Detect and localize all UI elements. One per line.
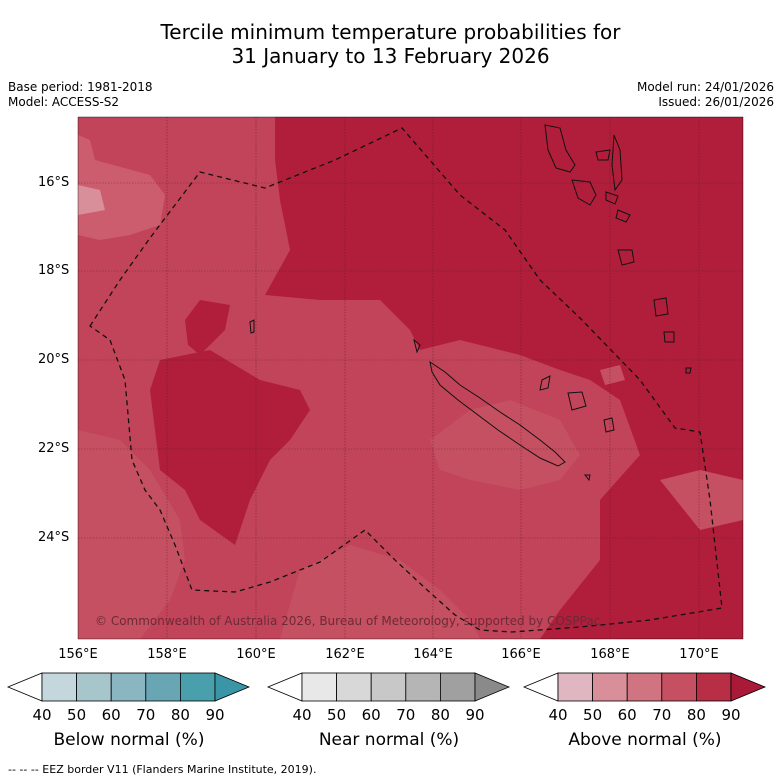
colorbar-2-tick: 40	[548, 706, 568, 724]
colorbar-1-tick: 60	[361, 706, 381, 724]
colorbar-1-tick: 90	[465, 706, 485, 724]
loyalty-island-3	[603, 417, 615, 433]
colorbar-2-segment	[696, 672, 732, 702]
tanna-coast	[663, 331, 675, 343]
lon-label-156e: 156°E	[58, 647, 98, 662]
aneityum-coast	[685, 367, 692, 374]
loyalty-island-2	[567, 391, 587, 411]
meta-left: Base period: 1981-2018 Model: ACCESS-S2	[8, 80, 153, 110]
prob-region-above-80-east	[265, 117, 743, 639]
lon-label-166e: 166°E	[501, 647, 541, 662]
prob-region-above-80-sw	[150, 350, 310, 545]
colorbar-1-segment	[336, 672, 372, 702]
colorbar-1-tick: 50	[327, 706, 347, 724]
colorbar-1-tick: 80	[430, 706, 450, 724]
vanuatu-island-d	[615, 209, 631, 223]
isle-of-pines	[583, 474, 591, 482]
lat-label-20s: 20°S	[38, 352, 70, 367]
lon-label-162e: 162°E	[325, 647, 365, 662]
eez-border	[89, 127, 723, 633]
colorbar-0-segment	[41, 672, 77, 702]
colorbar-2-tick: 90	[721, 706, 741, 724]
prob-region-above-70-far-e	[660, 470, 743, 530]
issued-date: Issued: 26/01/2026	[658, 95, 774, 109]
colorbar-2-tick: 60	[617, 706, 637, 724]
lat-label-16s: 16°S	[38, 175, 70, 190]
model-name: Model: ACCESS-S2	[8, 95, 120, 109]
map-title: Tercile minimum temperature probabilitie…	[0, 20, 781, 68]
lon-label-164e: 164°E	[413, 647, 453, 662]
colorbar-1-tick: 70	[396, 706, 416, 724]
colorbar-0-max-arrow	[214, 672, 251, 702]
prob-region-above-80-small	[185, 300, 230, 355]
model-run: Model run: 24/01/2026	[636, 80, 774, 94]
colorbar-1-min-arrow	[266, 672, 303, 702]
colorbar-0-segment	[110, 672, 147, 702]
colorbar-0-tick: 50	[67, 706, 87, 724]
new-caledonia-coast	[429, 360, 566, 467]
colorbar-1-max-arrow	[474, 672, 511, 702]
colorbar-1-tick: 40	[292, 706, 312, 724]
colorbar-2-min-arrow	[522, 672, 559, 702]
base-period: Base period: 1981-2018	[8, 80, 153, 94]
colorbar-2-segment	[661, 672, 697, 702]
colorbar-1-segment	[301, 672, 337, 702]
colorbar-2-segment	[557, 672, 593, 702]
colorbar-0-min-arrow	[6, 672, 43, 702]
lon-label-160e: 160°E	[236, 647, 276, 662]
vanuatu-island-c	[605, 191, 619, 205]
map-frame	[77, 116, 744, 640]
loyalty-island-1	[539, 375, 551, 391]
erromango-coast	[653, 297, 669, 317]
colorbar-0-segment	[76, 672, 112, 702]
map-area	[78, 117, 743, 639]
colorbar-0-tick: 60	[101, 706, 121, 724]
title-line-1: Tercile minimum temperature probabilitie…	[160, 20, 621, 44]
chesterfield-islet	[249, 319, 255, 334]
colorbar-1-segment	[370, 672, 407, 702]
lat-label-18s: 18°S	[38, 263, 70, 278]
colorbar-0-tick: 40	[32, 706, 52, 724]
lat-label-22s: 22°S	[38, 441, 70, 456]
prob-region-above-70-nw	[78, 135, 165, 240]
colorbar-0-title: Below normal (%)	[53, 730, 205, 750]
colorbar-2-max-arrow	[730, 672, 767, 702]
copyright-credit: © Commonwealth of Australia 2026, Bureau…	[95, 614, 601, 628]
malakula-coast	[571, 179, 597, 206]
prob-region-above-70-sw	[78, 430, 185, 639]
colorbar-2-tick: 70	[652, 706, 672, 724]
vanuatu-island-b	[611, 134, 623, 192]
vanuatu-island-a	[595, 149, 611, 161]
colorbar-1-segment	[439, 672, 476, 702]
colorbar-0-tick: 70	[136, 706, 156, 724]
colorbar-2-tick: 50	[583, 706, 603, 724]
colorbar-2-tick: 80	[686, 706, 706, 724]
title-line-2: 31 January to 13 February 2026	[231, 44, 550, 68]
prob-region-above-70-s	[280, 545, 480, 639]
lat-label-24s: 24°S	[38, 530, 70, 545]
eez-footnote: -- -- -- EEZ border V11 (Flanders Marine…	[8, 763, 317, 776]
colorbar-0-tick: 90	[205, 706, 225, 724]
meta-right: Model run: 24/01/2026 Issued: 26/01/2026	[637, 80, 774, 110]
colorbars	[6, 672, 767, 702]
prob-region-above-70-e	[600, 365, 625, 385]
efate-coast	[617, 249, 635, 266]
belep-island	[413, 338, 421, 354]
graticule	[78, 117, 743, 639]
lon-label-168e: 168°E	[590, 647, 630, 662]
colorbar-1-segment	[405, 672, 441, 702]
lon-label-170e: 170°E	[679, 647, 719, 662]
colorbar-2-title: Above normal (%)	[568, 730, 722, 750]
colorbar-2-segment	[626, 672, 663, 702]
prob-region-above-70-nc	[430, 400, 580, 490]
prob-region-above-60-nw	[78, 185, 105, 215]
colorbar-0-segment	[179, 672, 216, 702]
colorbar-0-segment	[145, 672, 181, 702]
lon-label-158e: 158°E	[147, 647, 187, 662]
colorbar-0-tick: 80	[170, 706, 190, 724]
colorbar-1-title: Near normal (%)	[318, 730, 460, 750]
espiritu-santo-coast	[544, 124, 576, 173]
colorbar-2-segment	[592, 672, 628, 702]
